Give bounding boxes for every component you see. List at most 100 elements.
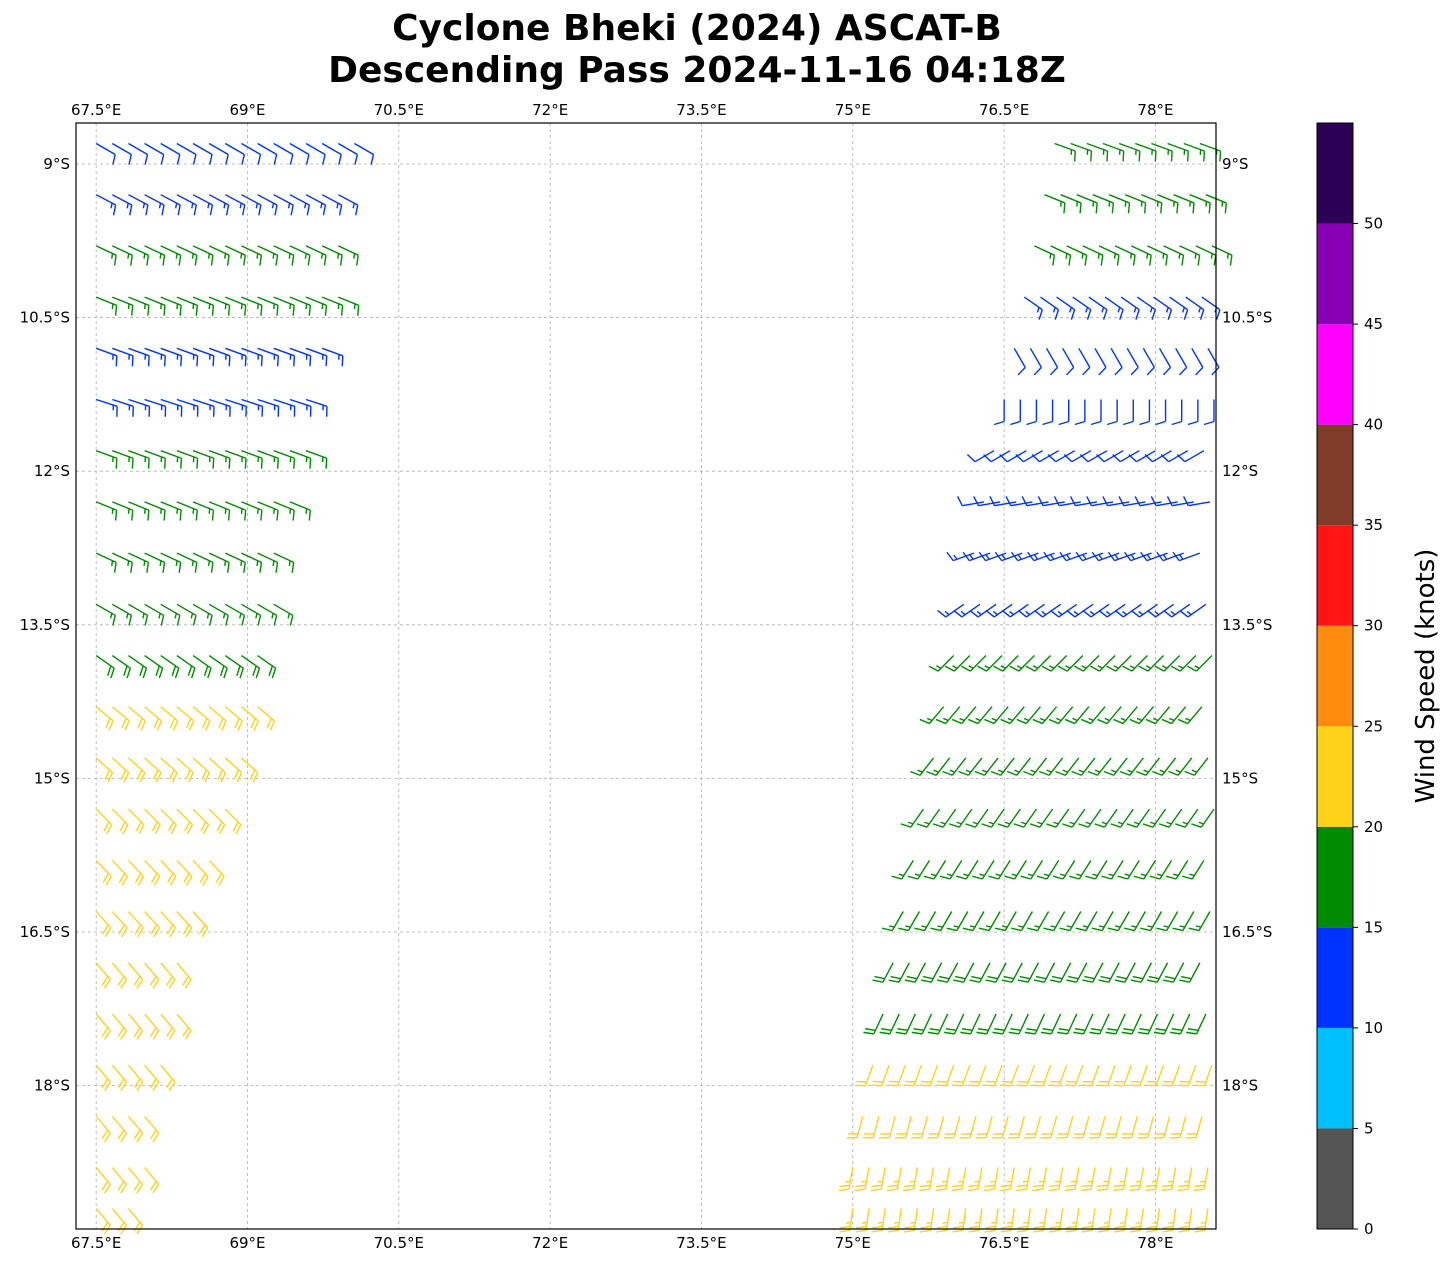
wind-barb (95, 501, 118, 521)
wind-barb (160, 706, 179, 731)
wind-barb (1032, 706, 1058, 725)
wind-barb (111, 962, 128, 989)
wind-barb (1183, 142, 1206, 162)
wind-barb (930, 911, 953, 932)
wind-barb (1136, 296, 1156, 320)
wind-barb (1091, 551, 1120, 562)
wind-barb (257, 296, 279, 316)
wind-barb (1086, 496, 1114, 507)
wind-barb (1107, 911, 1130, 932)
colorbar-bin (1317, 1027, 1353, 1129)
wind-barb (111, 911, 128, 938)
wind-barb (994, 551, 1023, 562)
wind-barb (1163, 245, 1185, 266)
wind-barb (176, 142, 197, 165)
wind-barb (1090, 399, 1102, 426)
wind-barb (176, 296, 198, 316)
wind-barb (1001, 962, 1023, 983)
wind-barb (1113, 1208, 1128, 1233)
wind-barb (192, 194, 214, 216)
wind-barb (192, 552, 214, 573)
wind-barb (1029, 808, 1054, 828)
wind-barb (208, 808, 226, 835)
wind-barb (988, 859, 1011, 880)
wind-barb (1146, 962, 1169, 983)
wind-barb (1016, 706, 1041, 725)
wind-barb (1029, 347, 1042, 376)
wind-barb (1080, 1064, 1100, 1087)
wind-barb (112, 245, 133, 266)
wind-barb (1191, 808, 1215, 828)
wind-barb (95, 757, 114, 783)
lat-tick-label-left: 13.5°S (20, 616, 70, 634)
wind-barb (95, 911, 112, 938)
lon-tick-label-top: 72°E (532, 101, 568, 119)
wind-barb (144, 1167, 160, 1194)
lon-tick-label-top: 67.5°E (71, 101, 121, 119)
wind-barb (1066, 245, 1088, 266)
wind-barb (160, 142, 181, 165)
wind-barb (128, 450, 150, 469)
wind-barb (321, 347, 344, 367)
wind-barb (289, 142, 310, 165)
lat-tick-label-left: 18°S (34, 1077, 70, 1095)
wind-barb (1177, 706, 1203, 725)
wind-barb (943, 1116, 961, 1139)
wind-barb (1105, 1116, 1122, 1139)
wind-barb (1091, 911, 1114, 932)
wind-barb (111, 654, 132, 679)
wind-barb (1121, 1116, 1138, 1139)
wind-barb (1145, 1064, 1165, 1087)
wind-barb (112, 296, 134, 316)
wind-barb (960, 655, 987, 672)
wind-barb (1036, 859, 1060, 880)
wind-barb (127, 757, 146, 783)
wind-barb (192, 859, 209, 886)
wind-barb (981, 808, 1005, 828)
wind-barb (953, 962, 975, 983)
wind-barb (241, 450, 263, 469)
wind-barb (176, 194, 197, 216)
wind-barb (1086, 142, 1109, 162)
wind-barb (257, 501, 279, 521)
wind-barb (1000, 1064, 1019, 1087)
wind-barb (208, 296, 231, 316)
wind-barb (241, 296, 263, 316)
wind-barb (176, 911, 193, 938)
wind-barb (992, 1116, 1009, 1139)
wind-barb (1080, 1167, 1096, 1192)
colorbar-frame (1316, 122, 1354, 1230)
wind-barb (224, 654, 244, 679)
map-grid (76, 123, 1216, 1229)
wind-barb (863, 1013, 884, 1035)
wind-barb (208, 757, 227, 783)
wind-barb (192, 911, 209, 938)
wind-barb (144, 450, 166, 469)
wind-barb (192, 706, 211, 731)
wind-barb (289, 501, 311, 521)
wind-barb (192, 501, 215, 521)
wind-barb (1140, 551, 1168, 562)
wind-barb (321, 142, 342, 165)
lon-tick-label-bottom: 76.5°E (979, 1234, 1029, 1252)
wind-barb (95, 296, 118, 316)
wind-barb (911, 1116, 929, 1139)
wind-barb (144, 347, 166, 367)
wind-barb (1147, 245, 1169, 266)
wind-barb (257, 347, 279, 367)
wind-barb (1078, 347, 1091, 376)
wind-barb (95, 859, 112, 886)
wind-barb (1032, 1064, 1052, 1087)
wind-barb (919, 1064, 939, 1087)
wind-barb (225, 245, 246, 266)
wind-barb (1156, 551, 1184, 562)
wind-barb (1009, 655, 1035, 672)
wind-barb (111, 808, 129, 835)
wind-barb (160, 296, 182, 316)
wind-barb (192, 757, 211, 783)
wind-barb (1075, 911, 1098, 932)
wind-barb (1201, 296, 1221, 320)
colorbar-tick-label: 5 (1364, 1119, 1374, 1137)
wind-barb (95, 1013, 111, 1040)
wind-barb (208, 245, 230, 266)
